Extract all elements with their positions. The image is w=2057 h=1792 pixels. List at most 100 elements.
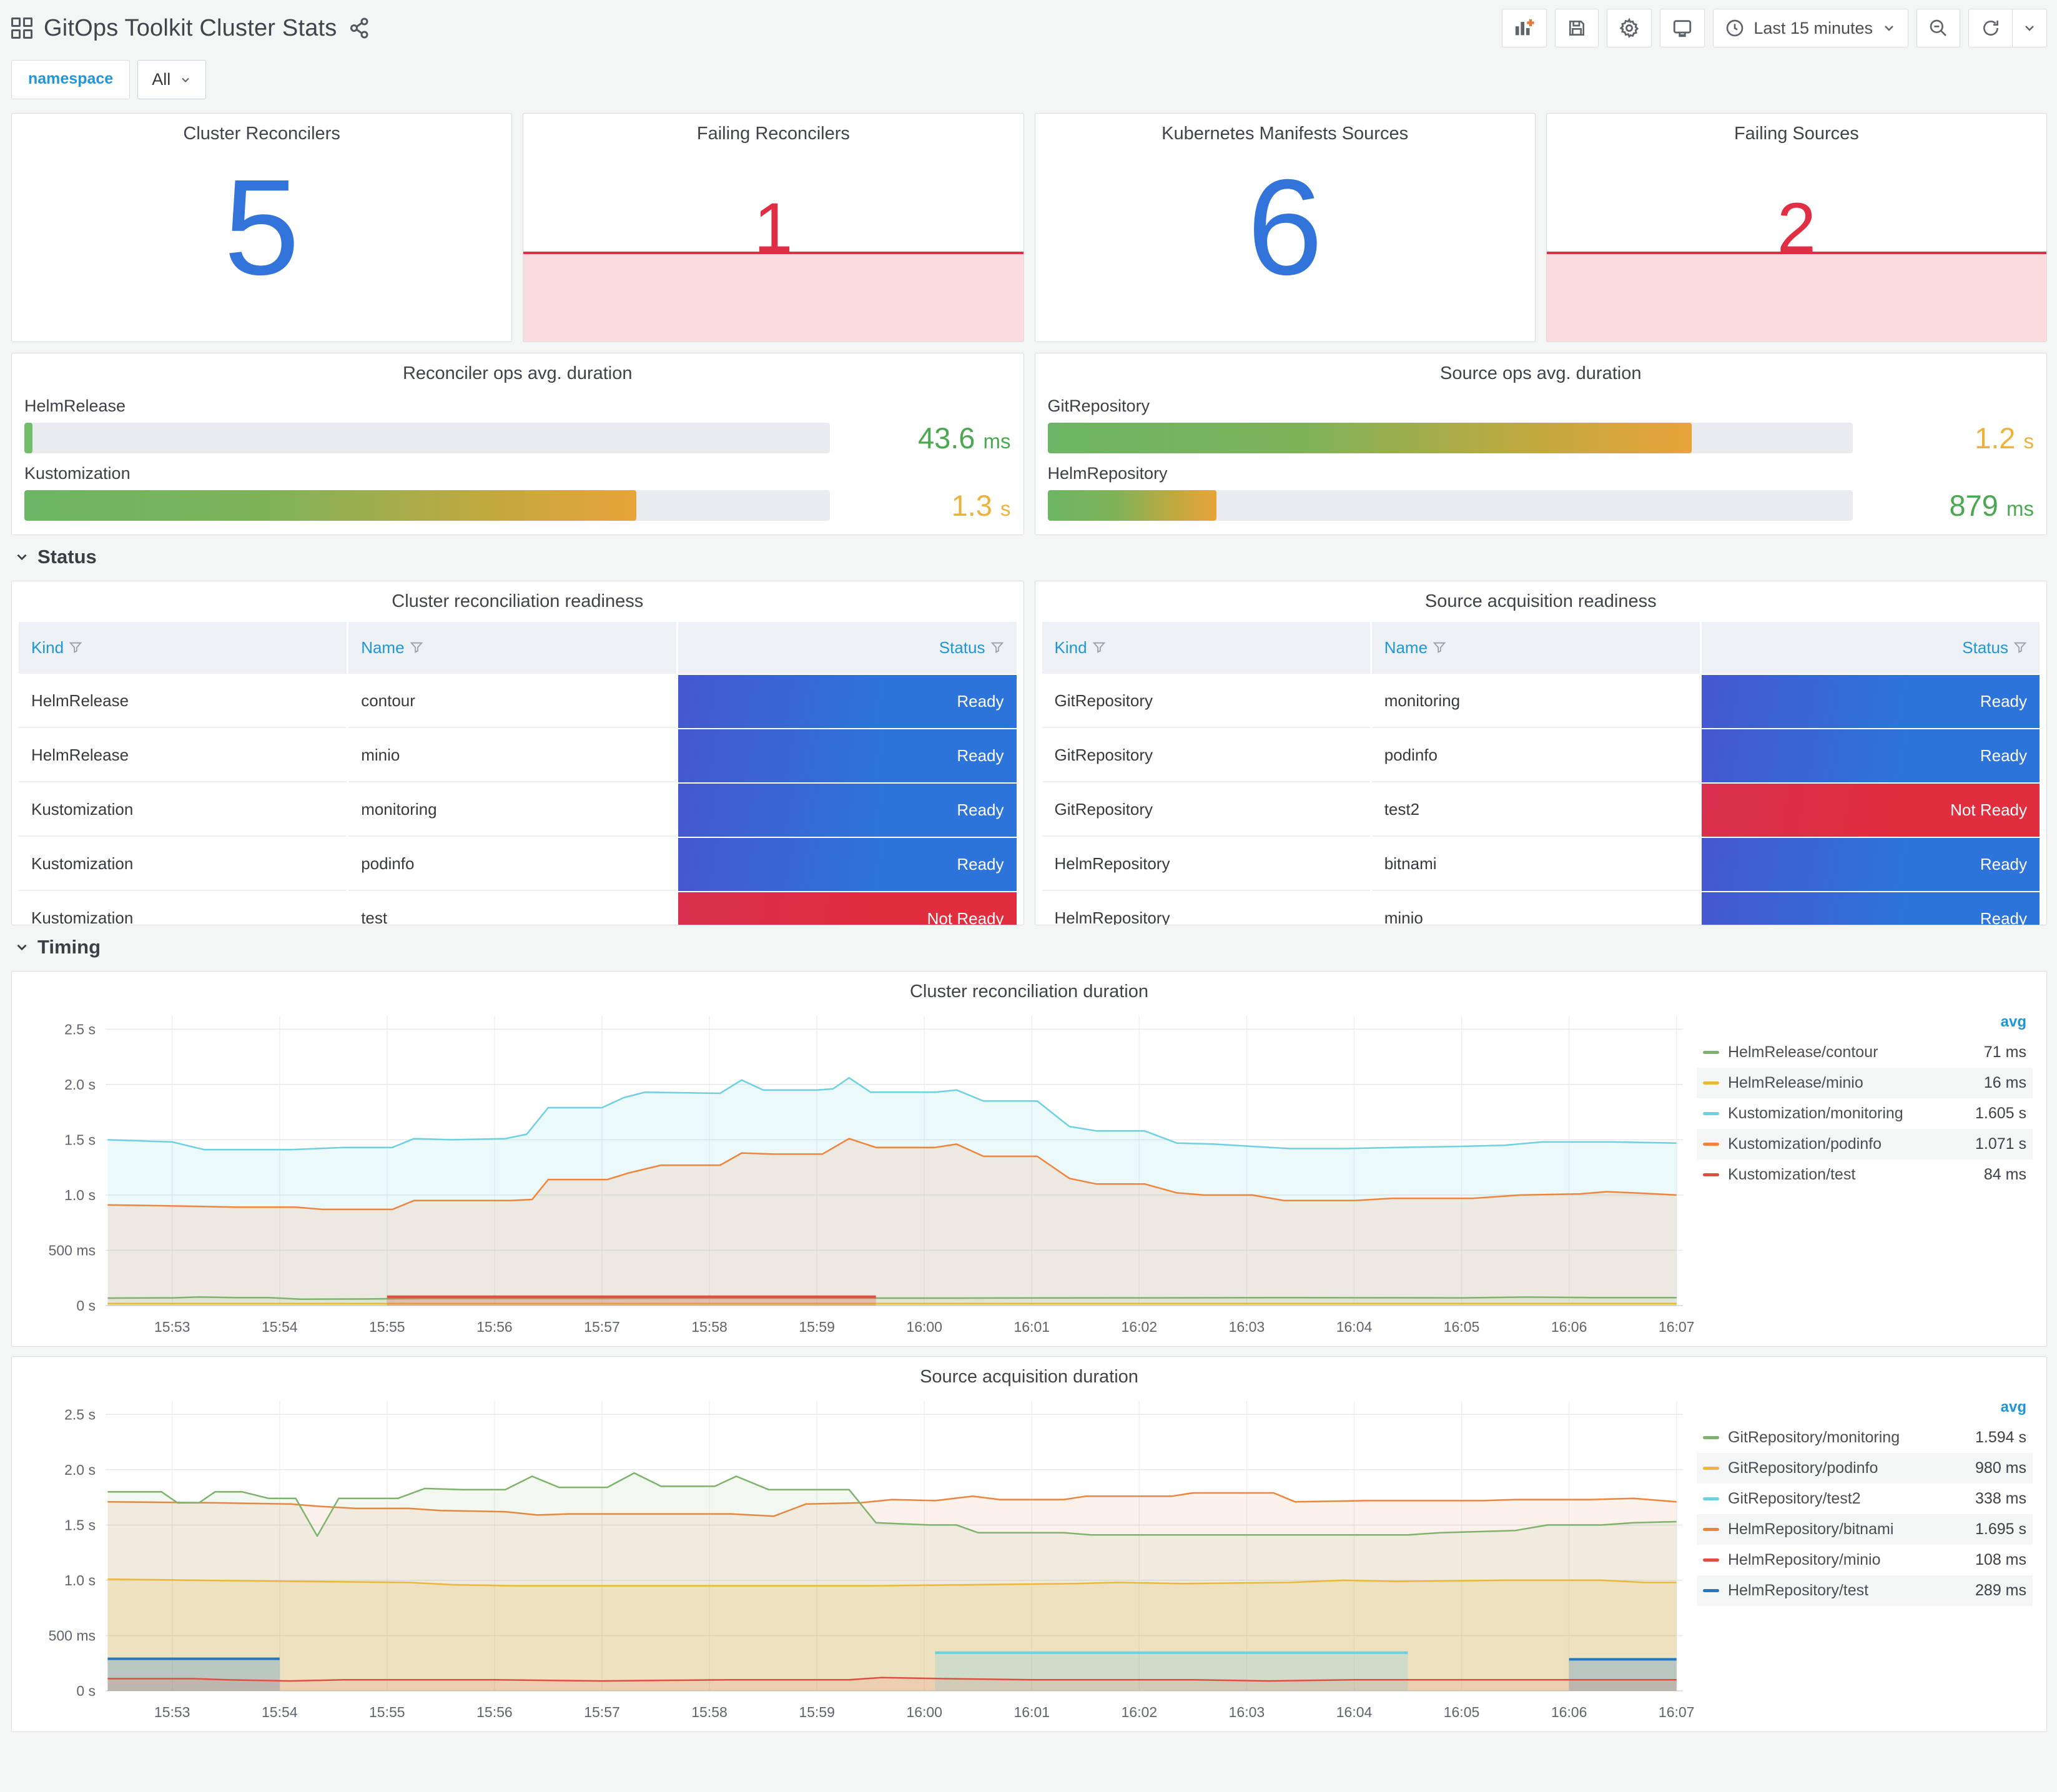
legend-series-name: HelmRepository/minio — [1728, 1551, 1881, 1568]
save-dashboard-button[interactable] — [1555, 9, 1599, 47]
series-color-dash — [1703, 1497, 1719, 1500]
legend-item[interactable]: GitRepository/monitoring 1.594 s — [1697, 1422, 2033, 1453]
table-row: GitRepository test2 Not Ready — [1042, 784, 2040, 837]
status-badge: Ready — [1701, 892, 2040, 925]
panel-kubernetes-manifests-sources[interactable]: Kubernetes Manifests Sources 6 — [1034, 113, 1536, 342]
bar-gauge-fill — [24, 490, 637, 521]
legend-item[interactable]: Kustomization/podinfo 1.071 s — [1697, 1129, 2033, 1159]
panel-reconciler-ops-duration[interactable]: Reconciler ops avg. duration HelmRelease… — [11, 353, 1024, 535]
panel-source-acquisition-duration[interactable]: Source acquisition duration 15:53 15:54 15… — [11, 1356, 2047, 1732]
panel-source-acquisition-readiness[interactable]: Source acquisition readiness Kind Name S… — [1034, 581, 2047, 925]
refresh-interval-dropdown[interactable] — [2012, 9, 2047, 47]
svg-text:15:59: 15:59 — [799, 1704, 835, 1720]
cell-kind: GitRepository — [1042, 675, 1370, 728]
legend-item[interactable]: HelmRelease/contour 71 ms — [1697, 1037, 2033, 1068]
section-timing[interactable]: Timing — [14, 936, 2047, 958]
refresh-button[interactable] — [1968, 9, 2012, 47]
svg-text:16:05: 16:05 — [1444, 1704, 1480, 1720]
svg-text:15:53: 15:53 — [154, 1319, 190, 1335]
cell-name: minio — [1371, 892, 1700, 925]
svg-text:0 s: 0 s — [76, 1683, 96, 1699]
filter-icon[interactable] — [990, 641, 1004, 654]
legend-avg-value: 1.594 s — [1975, 1429, 2026, 1446]
variable-namespace-label: namespace — [11, 60, 131, 99]
tables-row: Cluster reconciliation readiness Kind Na… — [11, 581, 2047, 925]
bar-gauge-track — [1047, 423, 1853, 453]
column-header-status[interactable]: Status — [1701, 622, 2040, 674]
dashboard-settings-button[interactable] — [1607, 9, 1652, 47]
panel-source-ops-duration[interactable]: Source ops avg. duration GitRepository 1… — [1034, 353, 2047, 535]
variable-namespace-dropdown[interactable]: All — [137, 60, 207, 99]
filter-icon[interactable] — [1433, 641, 1446, 654]
legend-series-name: Kustomization/podinfo — [1728, 1135, 1882, 1153]
column-header-kind[interactable]: Kind — [1042, 622, 1370, 674]
chevron-down-icon — [182, 77, 189, 82]
svg-text:16:00: 16:00 — [906, 1704, 942, 1720]
panel-title: Kubernetes Manifests Sources — [1162, 124, 1409, 144]
timeseries-plot[interactable]: 15:53 15:54 15:55 15:56 15:57 15:58 15:59 16:00… — [12, 1391, 1697, 1730]
cell-name: test — [348, 892, 677, 925]
table-row: Kustomization monitoring Ready — [19, 784, 1017, 837]
panel-cluster-reconciliation-duration[interactable]: Cluster reconciliation duration 15:53 15:… — [11, 971, 2047, 1347]
legend-item[interactable]: HelmRelease/minio 16 ms — [1697, 1068, 2033, 1098]
legend-avg-value: 108 ms — [1975, 1551, 2026, 1568]
panel-cluster-reconciliation-readiness[interactable]: Cluster reconciliation readiness Kind Na… — [11, 581, 1024, 925]
legend-item[interactable]: GitRepository/test2 338 ms — [1697, 1484, 2033, 1514]
bar-gauge-fill — [1047, 423, 1692, 453]
panel-cluster-reconcilers[interactable]: Cluster Reconcilers 5 — [11, 113, 513, 342]
panel-failing-sources[interactable]: Failing Sources 2 — [1546, 113, 2047, 342]
filter-icon[interactable] — [69, 641, 82, 654]
bar-gauge-fill — [24, 423, 32, 453]
series-color-dash — [1703, 1558, 1719, 1562]
legend-avg-header[interactable]: avg — [2000, 1399, 2026, 1415]
series-color-dash — [1703, 1051, 1719, 1054]
cycle-view-mode-button[interactable] — [1660, 9, 1705, 47]
filter-icon[interactable] — [2013, 641, 2027, 654]
panel-failing-reconcilers[interactable]: Failing Reconcilers 1 — [523, 113, 1024, 342]
svg-text:2.0 s: 2.0 s — [64, 1462, 96, 1478]
gear-icon — [1619, 17, 1639, 39]
column-header-name[interactable]: Name — [348, 622, 677, 674]
filter-icon[interactable] — [1092, 641, 1106, 654]
column-header-status[interactable]: Status — [678, 622, 1017, 674]
dashboard-grid-icon[interactable] — [11, 17, 32, 39]
filter-icon[interactable] — [410, 641, 423, 654]
time-range-picker[interactable]: Last 15 minutes — [1713, 9, 1908, 47]
svg-text:15:53: 15:53 — [154, 1704, 190, 1720]
stat-sparkline — [523, 251, 1024, 342]
svg-text:15:54: 15:54 — [262, 1704, 298, 1720]
cell-name: minio — [348, 729, 677, 782]
cell-name: podinfo — [1371, 729, 1700, 782]
series-color-dash — [1703, 1081, 1719, 1085]
cell-kind: GitRepository — [1042, 784, 1370, 837]
panel-title: Failing Sources — [1734, 124, 1859, 144]
legend-series-name: GitRepository/monitoring — [1728, 1429, 1900, 1446]
status-badge: Not Ready — [678, 892, 1017, 925]
stats-row: Cluster Reconcilers 5 Failing Reconciler… — [11, 113, 2047, 342]
legend-series-name: HelmRepository/bitnami — [1728, 1520, 1894, 1538]
legend-item[interactable]: HelmRepository/bitnami 1.695 s — [1697, 1514, 2033, 1545]
bar-gauge-row: GitRepository 1.2 s — [1047, 396, 2034, 455]
table-row: GitRepository podinfo Ready — [1042, 729, 2040, 782]
svg-text:1.5 s: 1.5 s — [64, 1131, 96, 1148]
timeseries-plot[interactable]: 15:53 15:54 15:55 15:56 15:57 15:58 15:59 16:00… — [12, 1006, 1697, 1344]
legend-item[interactable]: Kustomization/test 84 ms — [1697, 1159, 2033, 1190]
bar-gauge-label: HelmRepository — [1047, 464, 1168, 483]
column-header-name[interactable]: Name — [1371, 622, 1700, 674]
legend-item[interactable]: HelmRepository/minio 108 ms — [1697, 1545, 2033, 1575]
section-status[interactable]: Status — [14, 546, 2047, 568]
stat-value: 2 — [1777, 188, 1817, 267]
add-panel-button[interactable] — [1502, 9, 1547, 47]
table-row: GitRepository monitoring Ready — [1042, 675, 2040, 728]
legend-avg-header[interactable]: avg — [2000, 1013, 2026, 1030]
column-header-kind[interactable]: Kind — [19, 622, 347, 674]
zoom-out-button[interactable] — [1916, 9, 1960, 47]
share-button[interactable] — [348, 17, 371, 39]
timeseries-svg: 15:53 15:54 15:55 15:56 15:57 15:58 15:59 16:00… — [49, 1016, 1694, 1335]
status-badge: Not Ready — [1701, 784, 2040, 837]
series-color-dash — [1703, 1143, 1719, 1146]
table-row: HelmRelease minio Ready — [19, 729, 1017, 782]
legend-item[interactable]: Kustomization/monitoring 1.605 s — [1697, 1098, 2033, 1129]
legend-item[interactable]: HelmRepository/test 289 ms — [1697, 1575, 2033, 1606]
legend-item[interactable]: GitRepository/podinfo 980 ms — [1697, 1453, 2033, 1484]
